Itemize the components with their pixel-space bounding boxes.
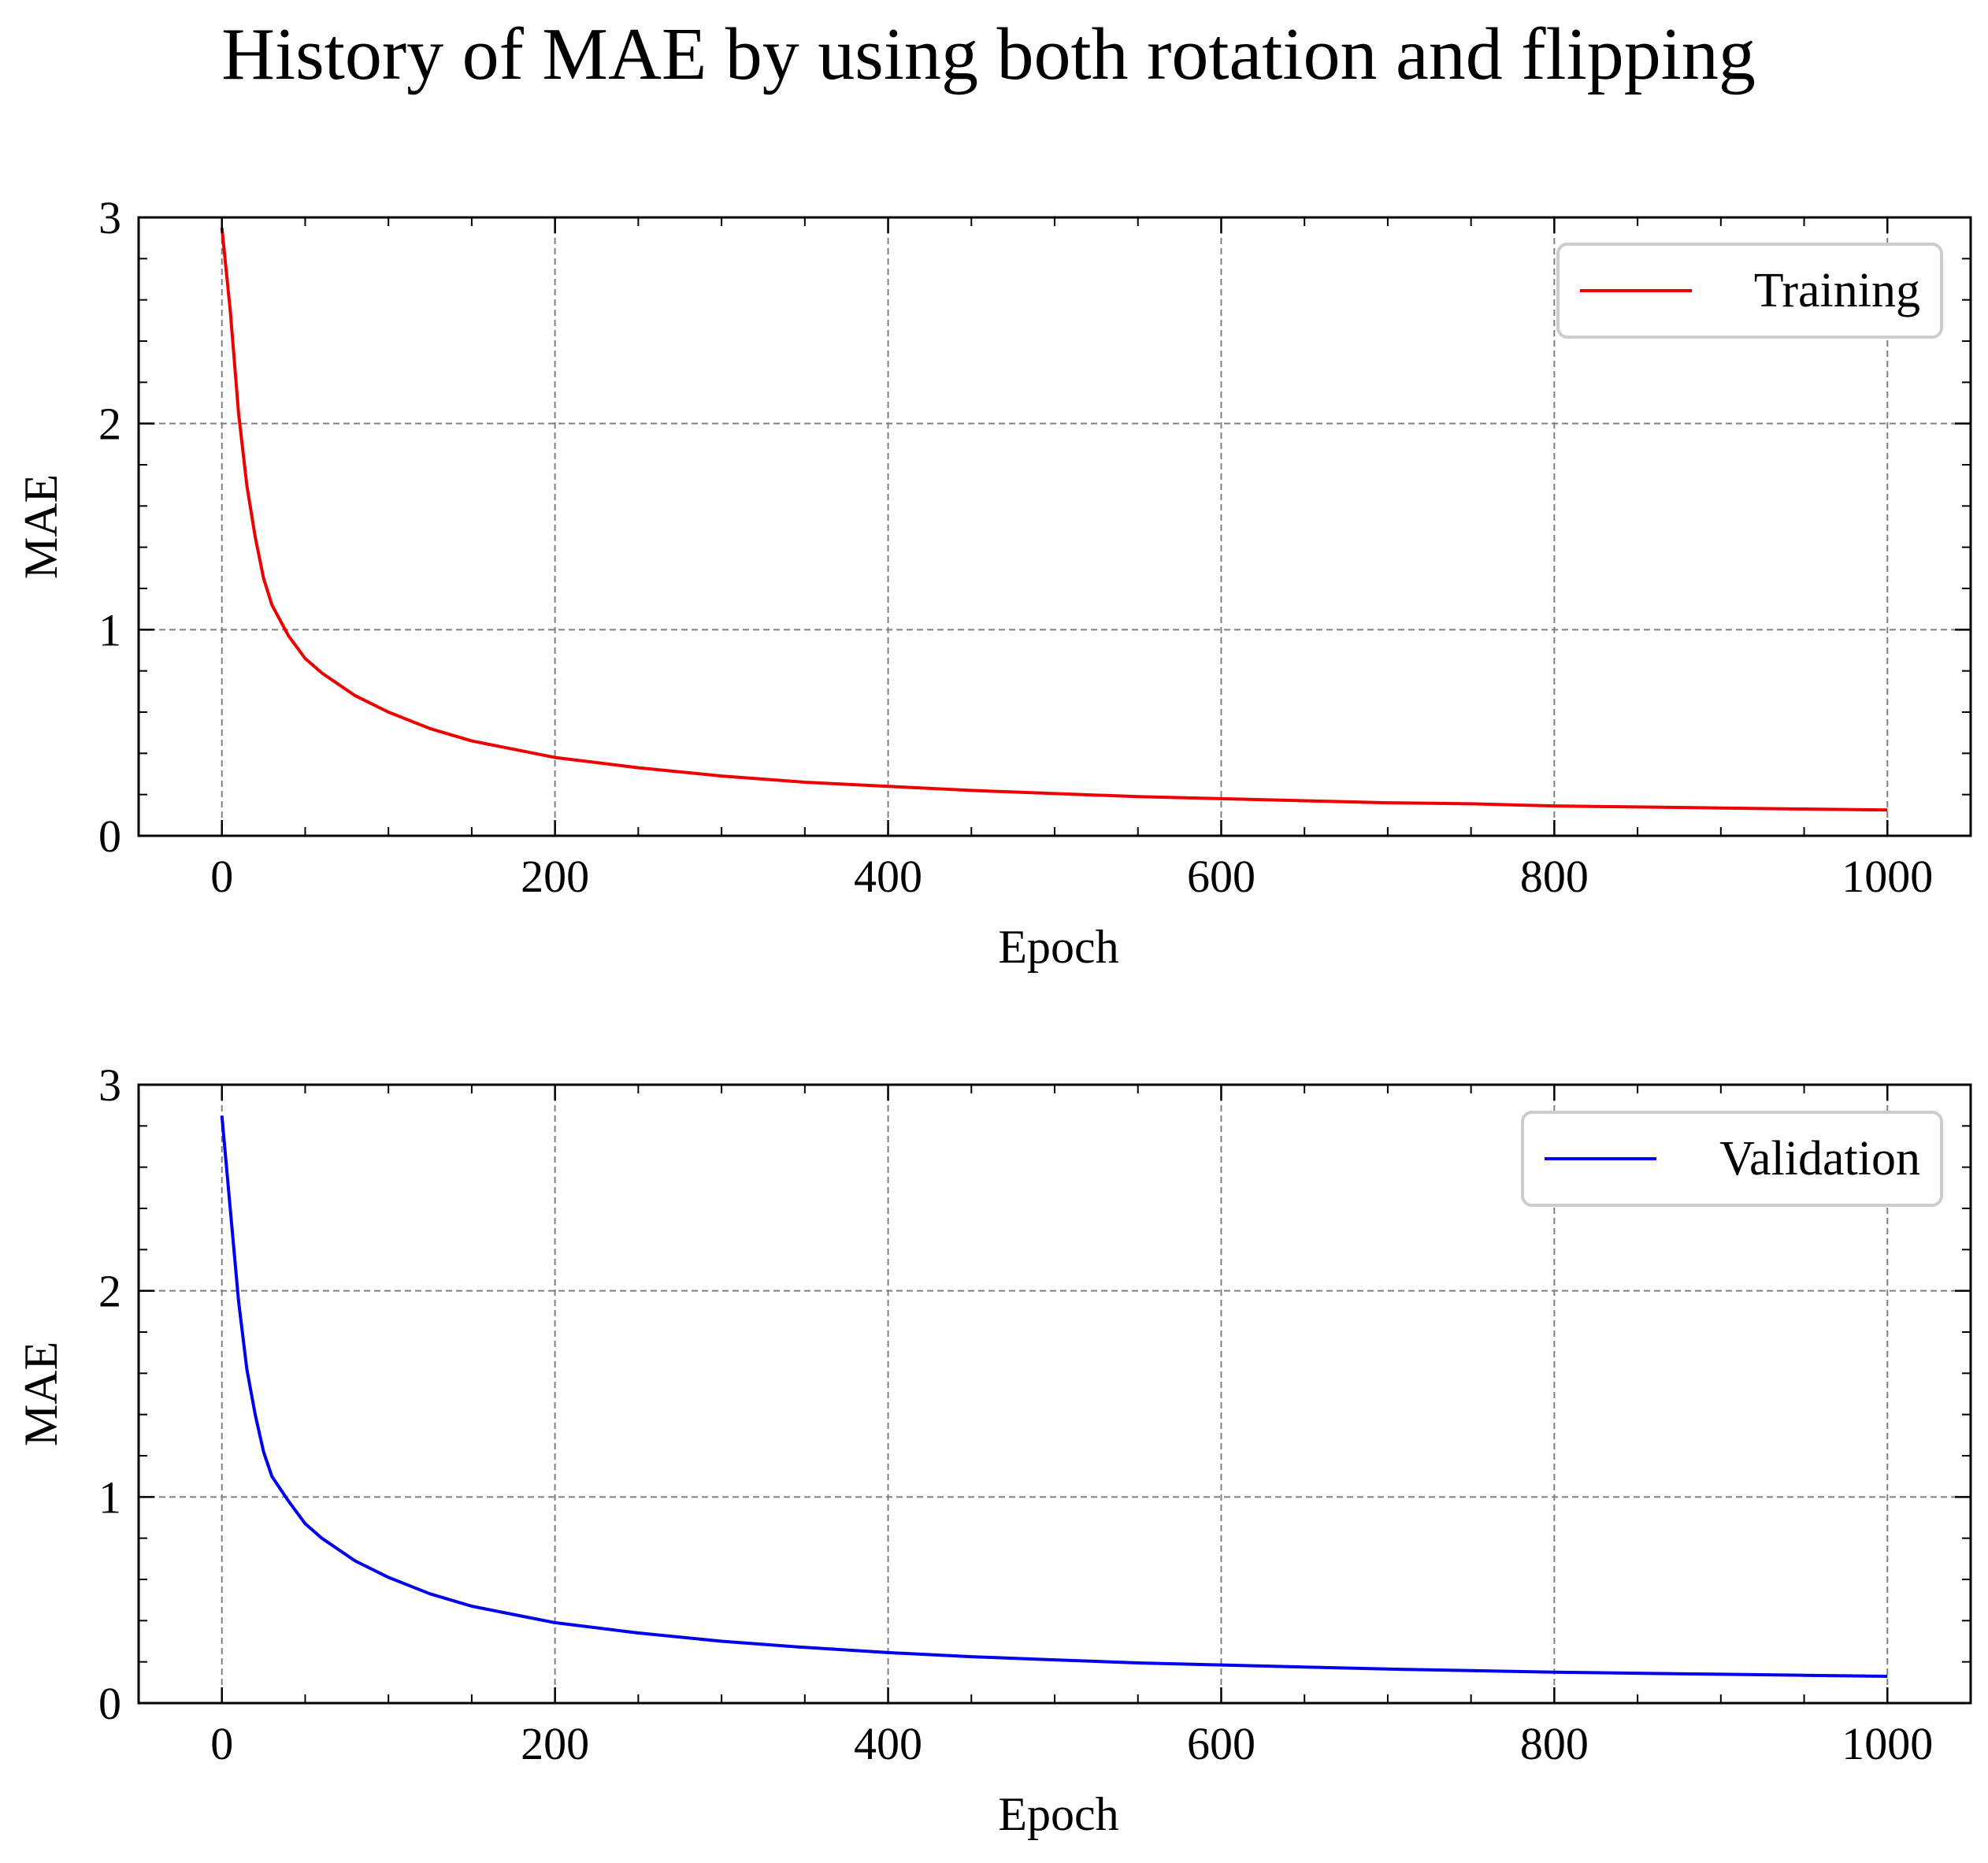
y-axis-label: MAE — [15, 474, 67, 579]
x-tick-label: 0 — [210, 851, 233, 902]
x-tick-label: 1000 — [1841, 851, 1933, 902]
x-tick-label: 400 — [854, 1718, 922, 1769]
validation-subplot: 0 200 400 600 800 1000 0 1 2 3 Epoch MAE Validation — [15, 1060, 1972, 1840]
legend-box — [1556, 243, 1943, 339]
legend-label: Training — [1754, 264, 1920, 317]
training-subplot: 0 200 400 600 800 1000 0 1 2 3 Epoch MAE Training — [15, 192, 1972, 973]
y-tick-label: 3 — [98, 1060, 121, 1111]
x-tick-label: 1000 — [1841, 1718, 1933, 1769]
x-tick-label: 600 — [1187, 851, 1255, 902]
y-tick-label: 0 — [98, 811, 121, 862]
x-tick-label: 0 — [210, 1718, 233, 1769]
y-tick-label: 2 — [98, 399, 121, 450]
y-tick-label: 1 — [98, 1471, 121, 1523]
y-tick-label: 0 — [98, 1678, 121, 1729]
x-tick-label: 800 — [1520, 1718, 1589, 1769]
y-axis-label: MAE — [15, 1342, 67, 1446]
x-tick-label: 800 — [1520, 851, 1589, 902]
x-tick-label: 200 — [521, 851, 589, 902]
x-tick-label: 400 — [854, 851, 922, 902]
legend-label: Validation — [1719, 1132, 1920, 1186]
validation-line — [220, 1115, 1888, 1678]
x-tick-label: 600 — [1187, 1718, 1255, 1769]
x-tick-label: 200 — [521, 1718, 589, 1769]
y-tick-label: 1 — [98, 604, 121, 655]
x-axis-label: Epoch — [998, 921, 1118, 973]
y-tick-label: 3 — [98, 192, 121, 243]
legend-box — [1521, 1111, 1943, 1207]
x-axis-label: Epoch — [998, 1788, 1118, 1840]
y-tick-label: 2 — [98, 1266, 121, 1317]
figure-title: History of MAE by using both rotation an… — [221, 13, 1756, 95]
training-line — [220, 227, 1888, 812]
